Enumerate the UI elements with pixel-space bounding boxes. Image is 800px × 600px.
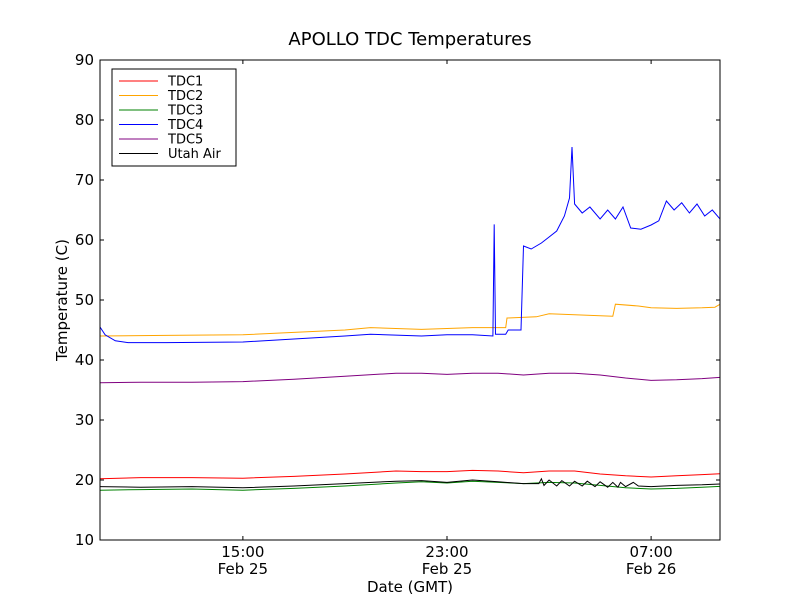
x-tick-label: 23:00 (425, 543, 468, 561)
legend-label: TDC5 (167, 133, 203, 148)
y-tick-label: 70 (75, 171, 94, 189)
x-tick-sublabel: Feb 26 (626, 560, 676, 578)
x-tick-sublabel: Feb 25 (422, 560, 472, 578)
series-line-utah-air (100, 477, 720, 489)
x-tick-label: 07:00 (629, 543, 672, 561)
series-line-tdc4 (100, 146, 720, 344)
y-tick-label: 50 (75, 291, 94, 309)
series-line-tdc2 (100, 303, 720, 337)
series-line-tdc5 (100, 372, 720, 384)
legend-label: TDC4 (167, 118, 203, 133)
y-tick-label: 10 (75, 531, 94, 549)
y-axis-ticks: 10 20 30 40 50 60 70 80 90 (75, 51, 720, 549)
series-layer (100, 146, 720, 491)
y-tick-label: 20 (75, 471, 94, 489)
y-axis-label: Temperature (C) (53, 239, 71, 362)
chart-title: APOLLO TDC Temperatures (288, 29, 531, 50)
legend-label: TDC1 (167, 75, 203, 90)
y-tick-label: 40 (75, 351, 94, 369)
series-line-tdc3 (100, 480, 720, 491)
y-tick-label: 30 (75, 411, 94, 429)
legend-label: Utah Air (168, 147, 221, 162)
x-axis-label: Date (GMT) (367, 578, 453, 596)
legend-label: TDC2 (167, 89, 203, 104)
legend-label: TDC3 (167, 104, 203, 119)
y-tick-label: 90 (75, 51, 94, 69)
x-tick-label: 15:00 (221, 543, 264, 561)
legend-box (111, 68, 237, 167)
y-tick-label: 80 (75, 111, 94, 129)
y-tick-label: 60 (75, 231, 94, 249)
x-tick-sublabel: Feb 25 (218, 560, 268, 578)
series-line-tdc1 (100, 469, 720, 480)
